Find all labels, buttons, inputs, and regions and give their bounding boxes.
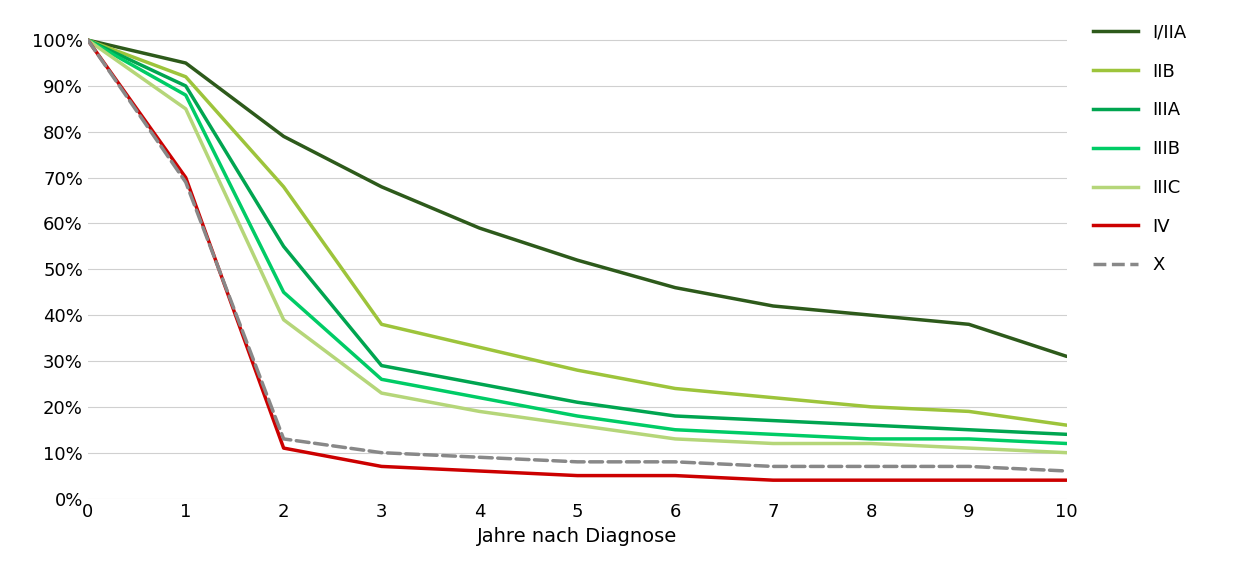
Legend: I/IIA, IIB, IIIA, IIIB, IIIC, IV, X: I/IIA, IIB, IIIA, IIIB, IIIC, IV, X [1086,17,1194,281]
IIIC [1059,449,1074,456]
IV [961,477,976,484]
IIB [276,183,291,190]
IIIC [472,408,487,415]
IIB [374,321,389,328]
X [1059,468,1074,474]
IIIA [766,417,781,424]
X [863,463,878,470]
Line: I/IIA: I/IIA [88,40,1067,356]
IIIA [472,380,487,387]
Line: IIIC: IIIC [88,40,1067,453]
I/IIA [961,321,976,328]
IV [80,37,95,44]
IIIC [766,440,781,447]
IIIC [374,390,389,397]
I/IIA [472,225,487,231]
IIIB [472,394,487,401]
IIB [766,394,781,401]
X [276,435,291,442]
IIIB [668,426,683,433]
IIB [668,385,683,392]
X [668,458,683,465]
I/IIA [766,303,781,309]
Line: IIIA: IIIA [88,40,1067,434]
IV [472,468,487,474]
IIIA [668,413,683,419]
IV [1059,477,1074,484]
IIIB [863,435,878,442]
I/IIA [80,37,95,44]
I/IIA [374,183,389,190]
IV [766,477,781,484]
IIIB [766,431,781,438]
X [374,449,389,456]
IIB [472,344,487,351]
Line: IV: IV [88,40,1067,480]
IIIA [276,243,291,250]
IIB [570,367,585,374]
IV [570,472,585,479]
IIIC [863,440,878,447]
I/IIA [178,60,193,66]
IIB [80,37,95,44]
I/IIA [863,312,878,319]
IV [178,174,193,181]
IIIB [80,37,95,44]
X [766,463,781,470]
X [961,463,976,470]
IIIC [276,316,291,323]
I/IIA [570,257,585,264]
IIIC [570,422,585,429]
IV [374,463,389,470]
IIIC [80,37,95,44]
IIB [961,408,976,415]
X-axis label: Jahre nach Diagnose: Jahre nach Diagnose [477,527,678,546]
IV [863,477,878,484]
IIIB [570,413,585,419]
IV [668,472,683,479]
X [80,37,95,44]
IIIC [961,445,976,452]
IIIC [178,105,193,112]
IIB [863,403,878,410]
Line: IIIB: IIIB [88,40,1067,444]
IIIC [668,435,683,442]
IV [276,445,291,452]
IIIB [178,92,193,99]
IIB [178,73,193,80]
IIIA [570,399,585,406]
Line: X: X [88,40,1067,471]
IIIB [1059,440,1074,447]
X [178,179,193,186]
IIIA [374,362,389,369]
Line: IIB: IIB [88,40,1067,425]
IIIA [863,422,878,429]
IIB [1059,422,1074,429]
IIIA [178,83,193,89]
IIIA [80,37,95,44]
IIIB [374,376,389,383]
IIIB [961,435,976,442]
I/IIA [1059,353,1074,360]
IIIA [1059,431,1074,438]
X [570,458,585,465]
IIIB [276,289,291,296]
I/IIA [276,133,291,140]
X [472,454,487,461]
IIIA [961,426,976,433]
I/IIA [668,284,683,291]
